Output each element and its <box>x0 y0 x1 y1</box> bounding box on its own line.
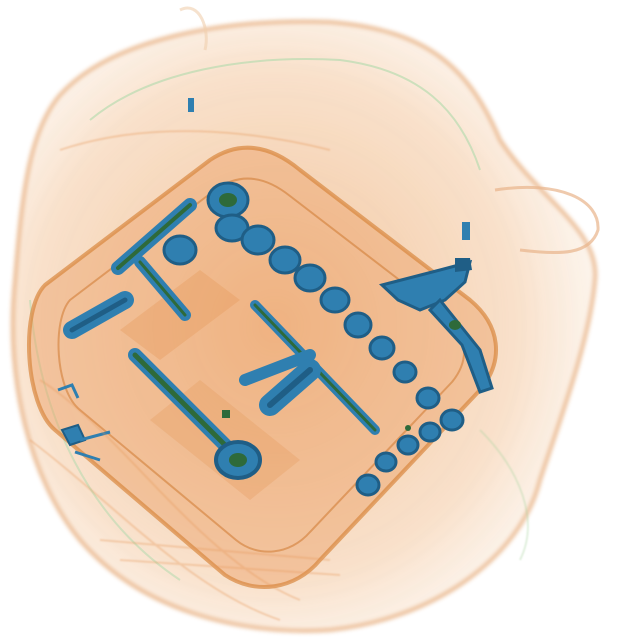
socket-set <box>206 181 465 497</box>
socket <box>368 335 396 361</box>
socket <box>240 224 276 256</box>
socket <box>415 386 441 410</box>
socket <box>355 473 381 497</box>
socket <box>319 286 351 314</box>
socket <box>418 421 442 443</box>
handgun <box>378 258 494 394</box>
small-items <box>57 98 470 462</box>
bag-texture <box>29 130 529 621</box>
l-wrench <box>111 198 198 321</box>
socket <box>439 408 465 432</box>
bag-outline <box>11 6 600 633</box>
socket <box>374 451 398 473</box>
t-handle <box>239 349 321 416</box>
socket <box>343 311 373 339</box>
extension-bar <box>63 291 134 339</box>
socket <box>268 245 302 275</box>
socket <box>392 360 418 384</box>
socket <box>293 263 327 293</box>
socket <box>206 181 250 219</box>
ratchet-handle <box>128 348 262 480</box>
socket <box>396 434 420 456</box>
